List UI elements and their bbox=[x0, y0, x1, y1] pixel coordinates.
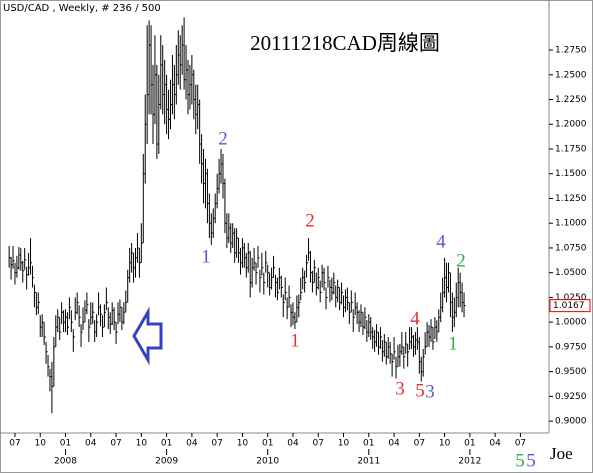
last-price-label: 1.0167 bbox=[553, 301, 585, 311]
wave-label: 1 bbox=[290, 330, 300, 351]
year-label: 2011 bbox=[357, 457, 380, 467]
x-tick-label: 10 bbox=[338, 439, 350, 449]
wave-label: 2 bbox=[218, 128, 228, 149]
y-tick-label: 1.0750 bbox=[555, 243, 587, 253]
y-tick-label: 1.1750 bbox=[555, 144, 587, 154]
x-tick-label: 04 bbox=[489, 439, 501, 449]
y-tick-label: 1.1250 bbox=[555, 194, 587, 204]
x-tick-label: 07 bbox=[211, 439, 222, 449]
x-tick-label: 01 bbox=[464, 439, 475, 449]
x-tick-label: 01 bbox=[262, 439, 273, 449]
wave-label: 3 bbox=[425, 381, 435, 402]
y-tick-label: 0.9500 bbox=[555, 367, 587, 377]
x-tick-label: 04 bbox=[186, 439, 198, 449]
y-tick-label: 1.2500 bbox=[555, 70, 587, 80]
year-label: 2012 bbox=[458, 457, 481, 467]
x-tick-label: 10 bbox=[439, 439, 451, 449]
year-label: 2009 bbox=[155, 457, 178, 467]
x-tick-label: 04 bbox=[388, 439, 400, 449]
wave-label: 1 bbox=[201, 246, 211, 267]
x-tick-label: 07 bbox=[9, 439, 20, 449]
y-tick-label: 1.0000 bbox=[555, 318, 587, 328]
x-tick-label: 07 bbox=[110, 439, 121, 449]
y-tick-label: 0.9750 bbox=[555, 342, 587, 352]
wave-label: 5 bbox=[515, 450, 525, 471]
y-tick-label: 1.2000 bbox=[555, 120, 587, 130]
wave-label: 2 bbox=[305, 210, 315, 231]
y-tick-label: 1.1000 bbox=[555, 219, 587, 229]
y-tick-label: 1.2250 bbox=[555, 95, 587, 105]
x-tick-label: 10 bbox=[136, 439, 148, 449]
y-tick-label: 1.0500 bbox=[555, 268, 587, 278]
last-price-box bbox=[549, 299, 591, 313]
wave-label: 4 bbox=[436, 231, 446, 252]
wave-label: 5 bbox=[526, 450, 536, 471]
x-tick-label: 07 bbox=[414, 439, 425, 449]
wave-label: 5 bbox=[415, 380, 425, 401]
x-tick-label: 07 bbox=[515, 439, 526, 449]
x-tick-label: 01 bbox=[161, 439, 172, 449]
year-label: 2008 bbox=[54, 457, 77, 467]
year-label: 2010 bbox=[256, 457, 279, 467]
y-tick-label: 0.9250 bbox=[555, 392, 587, 402]
x-tick-label: 10 bbox=[237, 439, 249, 449]
x-tick-label: 04 bbox=[85, 439, 97, 449]
x-tick-label: 01 bbox=[60, 439, 71, 449]
wave-label: 2 bbox=[456, 250, 466, 271]
header: USD/CAD , Weekly, # 236 / 500 bbox=[3, 3, 161, 14]
y-tick-label: 0.9000 bbox=[555, 417, 587, 427]
y-tick-label: 1.2750 bbox=[555, 46, 587, 56]
arrow bbox=[132, 306, 163, 366]
y-tick-label: 1.0250 bbox=[555, 293, 587, 303]
wave-label: 1 bbox=[448, 333, 458, 354]
x-tick-label: 07 bbox=[313, 439, 324, 449]
x-tick-label: 01 bbox=[363, 439, 374, 449]
x-tick-label: 04 bbox=[287, 439, 299, 449]
author: Joe bbox=[550, 444, 573, 463]
x-tick-label: 10 bbox=[35, 439, 47, 449]
chart-title: 20111218CAD周線圖 bbox=[250, 31, 440, 55]
y-tick-label: 1.1500 bbox=[555, 169, 587, 179]
wave-label: 4 bbox=[410, 308, 420, 329]
wave-label: 3 bbox=[395, 378, 405, 399]
